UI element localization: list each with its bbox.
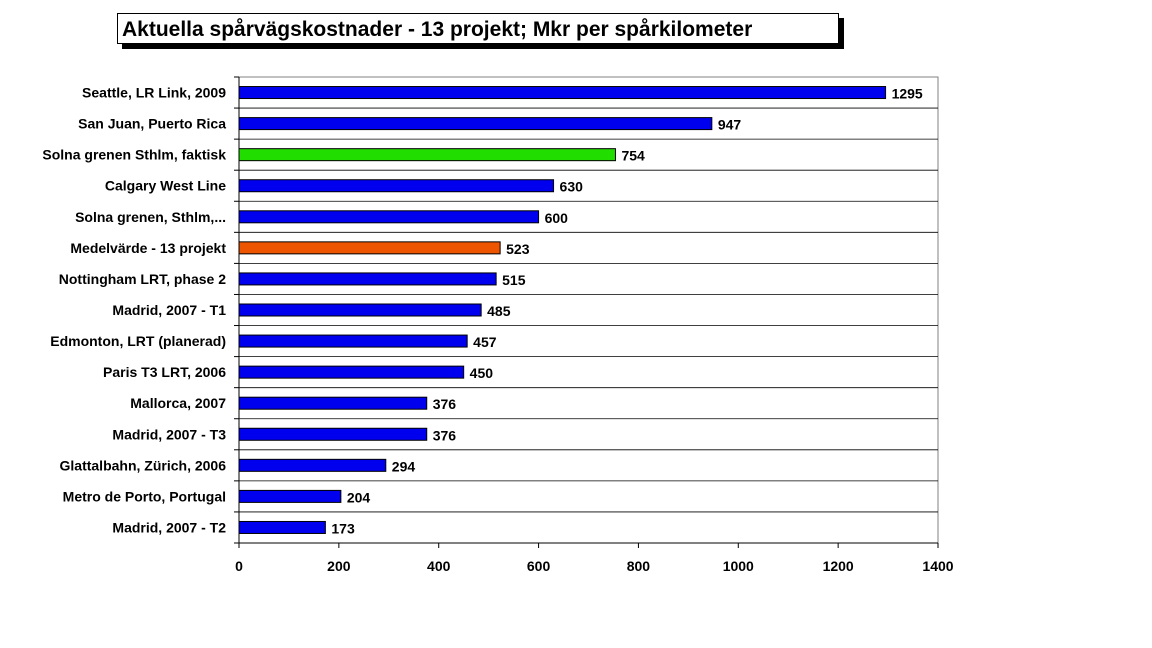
- bar: [238, 272, 497, 286]
- category-label: Paris T3 LRT, 2006: [103, 364, 226, 380]
- data-label: 376: [433, 396, 457, 412]
- category-label: Edmonton, LRT (planerad): [50, 333, 226, 349]
- category-label: Solna grenen Sthlm, faktisk: [42, 147, 226, 163]
- data-label: 204: [347, 489, 371, 505]
- bar: [238, 427, 428, 441]
- category-label: Seattle, LR Link, 2009: [82, 85, 226, 101]
- bar: [238, 117, 713, 131]
- data-label: 630: [560, 179, 584, 195]
- data-label: 515: [502, 272, 526, 288]
- x-tick-label: 1400: [922, 558, 953, 574]
- category-label: Metro de Porto, Portugal: [63, 488, 226, 504]
- category-label: San Juan, Puerto Rica: [78, 116, 226, 132]
- data-label: 457: [473, 334, 497, 350]
- bar: [238, 489, 342, 503]
- bar: [238, 520, 326, 534]
- data-label: 294: [392, 458, 416, 474]
- bar: [238, 148, 616, 162]
- category-label: Solna grenen, Sthlm,...: [75, 209, 226, 225]
- data-label: 450: [470, 365, 494, 381]
- data-label: 376: [433, 427, 457, 443]
- category-label: Madrid, 2007 - T1: [112, 302, 226, 318]
- bar: [238, 396, 428, 410]
- x-tick-label: 1000: [723, 558, 754, 574]
- x-tick-label: 0: [235, 558, 243, 574]
- bar: [238, 179, 555, 193]
- data-label: 485: [487, 303, 511, 319]
- bar: [238, 303, 482, 317]
- bar: [238, 365, 465, 379]
- category-label: Calgary West Line: [105, 178, 226, 194]
- category-label: Madrid, 2007 - T2: [112, 519, 226, 535]
- data-label: 523: [506, 241, 530, 257]
- category-label: Nottingham LRT, phase 2: [59, 271, 226, 287]
- x-tick-label: 800: [627, 558, 651, 574]
- data-label: 947: [718, 117, 742, 133]
- bar: [238, 241, 501, 255]
- x-tick-label: 600: [527, 558, 551, 574]
- category-label: Medelvärde - 13 projekt: [70, 240, 226, 256]
- category-label: Mallorca, 2007: [130, 395, 226, 411]
- bar: [238, 334, 468, 348]
- x-tick-label: 400: [427, 558, 451, 574]
- data-label: 173: [331, 520, 355, 536]
- category-label: Glattalbahn, Zürich, 2006: [60, 457, 227, 473]
- x-tick-label: 1200: [823, 558, 854, 574]
- x-tick-label: 200: [327, 558, 351, 574]
- bar: [238, 210, 540, 224]
- bar: [238, 458, 387, 472]
- data-label: 1295: [892, 86, 923, 102]
- data-label: 754: [621, 148, 645, 164]
- data-label: 600: [545, 210, 569, 226]
- bar: [238, 86, 887, 100]
- category-label: Madrid, 2007 - T3: [112, 426, 226, 442]
- chart-title: Aktuella spårvägskostnader - 13 projekt;…: [117, 13, 839, 44]
